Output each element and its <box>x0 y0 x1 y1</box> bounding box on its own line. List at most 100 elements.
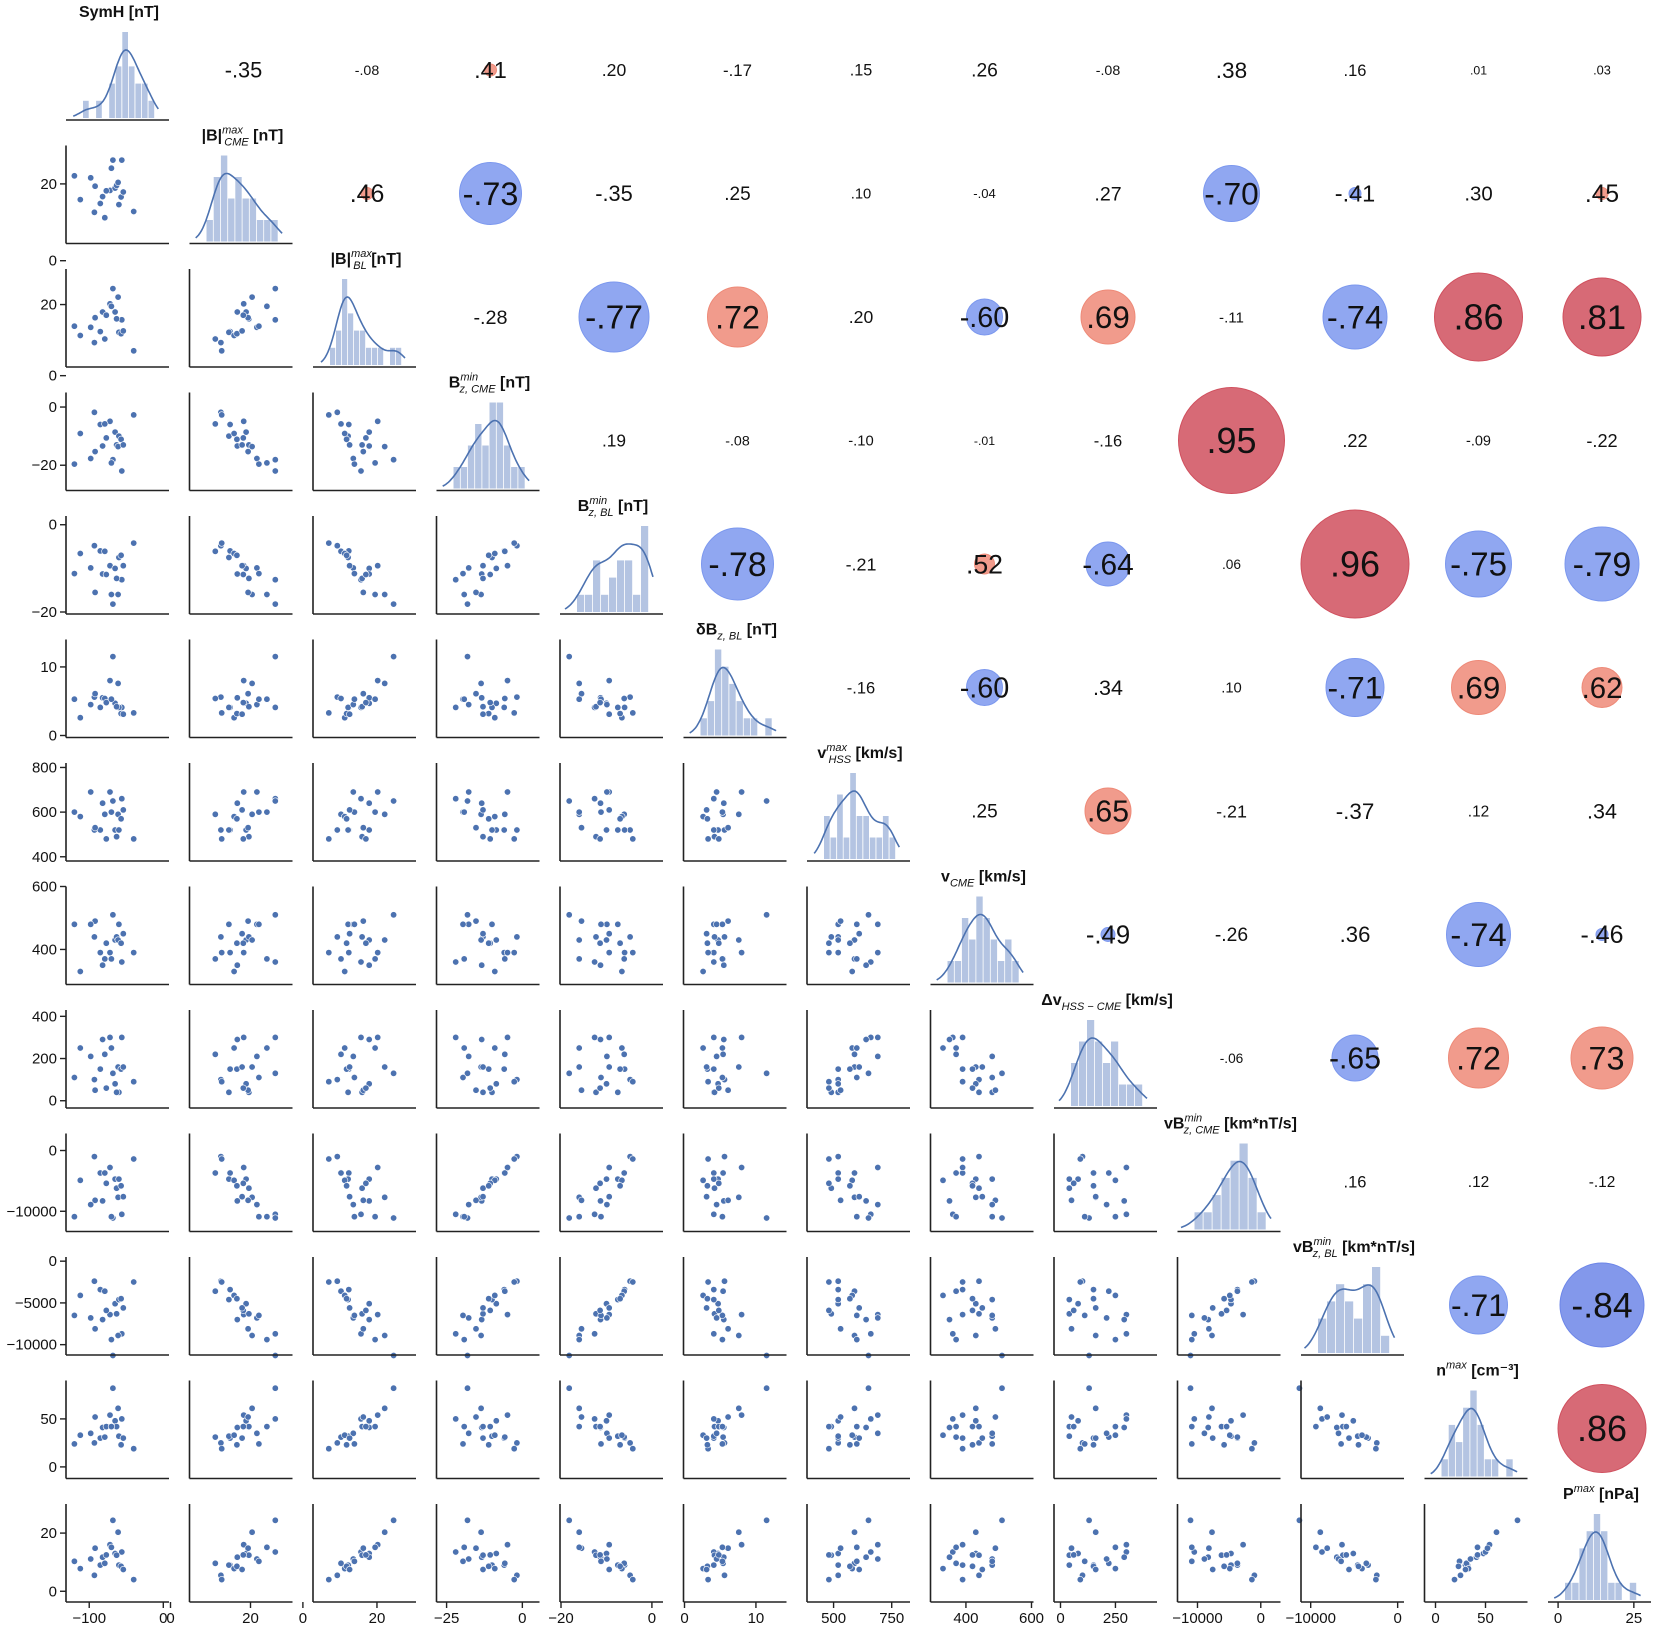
histogram-bar <box>109 83 115 118</box>
scatter-point <box>596 799 604 807</box>
histogram-bar <box>1565 1582 1572 1600</box>
corr-label: -.08 <box>355 63 380 79</box>
corr-bubble <box>966 669 1003 706</box>
scatter-point <box>853 1336 861 1344</box>
scatter-point <box>452 1210 460 1218</box>
scatter-point <box>111 308 119 316</box>
scatter-point <box>381 679 389 687</box>
variable-title: nmax [cm⁻³] <box>1436 1360 1519 1380</box>
scatter-point <box>346 1434 354 1442</box>
scatter-point <box>825 1155 833 1163</box>
corr-label: .12 <box>1468 1174 1489 1191</box>
scatter-point <box>365 961 373 969</box>
scatter-point <box>359 1196 367 1204</box>
scatter-point <box>1090 1169 1098 1177</box>
y-tick-label: 600 <box>32 879 57 896</box>
corr-label: -.41 <box>1335 181 1376 207</box>
scatter-point <box>703 1063 711 1071</box>
scatter-point <box>510 709 518 717</box>
scatter-point <box>703 1434 711 1442</box>
scatter-point <box>834 1561 842 1569</box>
scatter-point <box>233 961 241 969</box>
histogram-bar <box>1572 1582 1579 1600</box>
scatter-panel-7-3 <box>452 911 521 975</box>
scatter-point <box>597 1440 605 1448</box>
scatter-point <box>718 1044 726 1052</box>
scatter-point <box>325 1078 333 1086</box>
scatter-point <box>874 1164 882 1172</box>
scatter-point <box>333 1277 341 1285</box>
corr-cell-10-11: -.71 <box>1449 1275 1508 1335</box>
scatter-point <box>846 1295 854 1303</box>
scatter-panel-10-1 <box>211 1277 279 1360</box>
x-tick-label: −10000 <box>1285 1610 1335 1627</box>
scatter-point <box>1120 1197 1128 1205</box>
scatter-point <box>874 1555 882 1563</box>
scatter-point <box>365 442 373 450</box>
scatter-point <box>1081 1557 1089 1565</box>
scatter-point <box>855 1193 863 1201</box>
corr-bubble <box>1562 277 1642 357</box>
scatter-point <box>720 799 728 807</box>
scatter-point <box>1337 1557 1345 1565</box>
scatter-point <box>491 813 499 821</box>
scatter-point <box>972 1404 980 1412</box>
corr-cell-1-8: .27 <box>1094 183 1121 205</box>
scatter-point <box>118 1415 126 1423</box>
scatter-point <box>699 1176 707 1184</box>
y-tick-label: 200 <box>32 1051 57 1068</box>
scatter-point <box>248 1332 256 1340</box>
scatter-point <box>713 788 721 796</box>
scatter-point <box>255 460 263 468</box>
scatter-point <box>263 590 271 598</box>
scatter-point <box>503 562 511 570</box>
scatter-point <box>710 1033 718 1041</box>
scatter-point <box>959 1561 967 1569</box>
scatter-point <box>618 967 626 975</box>
y-tick-label: 0 <box>49 728 57 745</box>
scatter-panel-10-8 <box>1065 1277 1130 1360</box>
corr-cell-5-11: .69 <box>1451 660 1506 715</box>
scatter-point <box>248 293 256 301</box>
scatter-point <box>1188 1543 1196 1551</box>
scatter-point <box>113 1310 121 1318</box>
scatter-point <box>91 1544 99 1552</box>
scatter-point <box>710 826 718 834</box>
scatter-point <box>70 570 78 578</box>
scatter-point <box>510 539 518 547</box>
corr-cell-7-8: -.49 <box>1086 922 1130 950</box>
scatter-point <box>350 570 358 578</box>
x-axis-col-4: −20 0 <box>548 1602 656 1627</box>
y-tick-label: −10000 <box>7 1337 57 1354</box>
scatter-point <box>968 1441 976 1449</box>
scatter-point <box>735 810 743 818</box>
corr-bubble <box>1557 1384 1647 1473</box>
corr-bubble <box>966 298 1003 336</box>
scatter-point <box>271 285 279 293</box>
corr-bubble <box>1434 272 1523 362</box>
corr-cell-2-10: -.74 <box>1322 284 1388 350</box>
panel-spines-12-8 <box>1053 1504 1157 1603</box>
scatter-point <box>106 677 114 685</box>
scatter-point <box>1227 1417 1235 1425</box>
scatter-point <box>253 1052 261 1060</box>
scatter-point <box>271 1069 279 1077</box>
scatter-point <box>710 1088 718 1096</box>
scatter-panel-8-7 <box>939 1033 1006 1096</box>
corr-cell-3-8: -.16 <box>1094 432 1122 450</box>
scatter-point <box>575 1543 583 1551</box>
scatter-panel-7-5 <box>699 911 771 975</box>
corr-cell-5-12: .62 <box>1581 667 1623 708</box>
scatter-point <box>478 961 486 969</box>
panel-spines-6-1 <box>188 763 293 862</box>
histogram-bar <box>378 347 384 365</box>
scatter-point <box>233 1036 241 1044</box>
scatter-point <box>565 911 573 919</box>
scatter-point <box>846 1562 854 1570</box>
scatter-point <box>488 826 496 834</box>
scatter-panel-11-6 <box>825 1384 882 1453</box>
scatter-point <box>371 695 379 703</box>
scatter-point <box>1085 1384 1093 1392</box>
corr-cell-1-5: .25 <box>724 184 750 205</box>
scatter-point <box>575 1423 583 1431</box>
